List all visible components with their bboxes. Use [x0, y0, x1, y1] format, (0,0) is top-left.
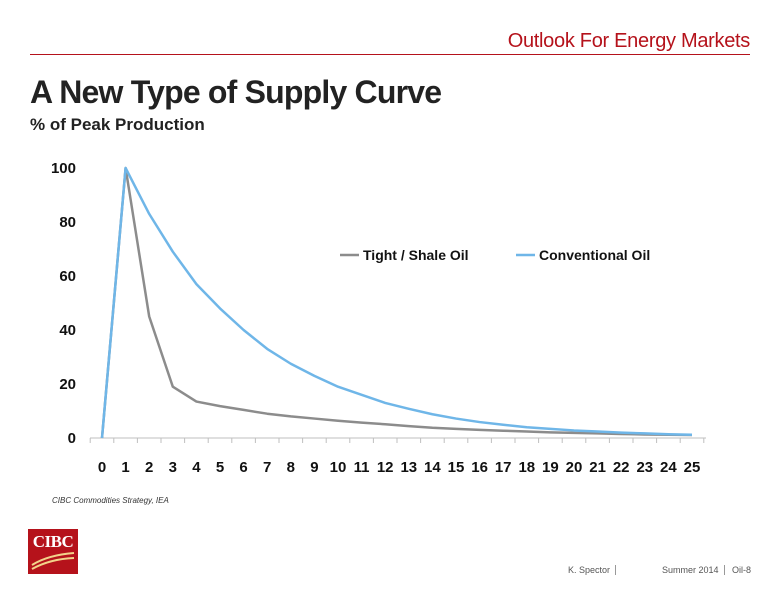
x-tick-label: 0: [98, 459, 106, 476]
x-tick-label: 19: [542, 459, 559, 476]
y-tick-label: 60: [59, 268, 76, 285]
x-tick-label: 2: [145, 459, 153, 476]
x-tick-label: 6: [239, 459, 247, 476]
slide-subtitle: % of Peak Production: [30, 115, 205, 134]
x-tick-label: 15: [448, 459, 465, 476]
x-tick-label: 4: [192, 459, 201, 476]
section-header: Outlook For Energy Markets: [507, 30, 751, 52]
slide-title: A New Type of Supply Curve: [30, 74, 442, 110]
legend-label: Tight / Shale Oil: [363, 247, 469, 263]
cibc-logo: CIBC: [28, 529, 78, 574]
x-tick-label: 13: [400, 459, 417, 476]
x-tick-label: 23: [636, 459, 653, 476]
x-tick-label: 25: [684, 459, 701, 476]
y-tick-label: 40: [59, 322, 76, 339]
x-tick-label: 16: [471, 459, 488, 476]
x-tick-label: 1: [121, 459, 129, 476]
x-axis: 0 1 2 3 4 5 6 7 8 9 10 11 12 13 14 15 16 17 18 19 20 21 22 23 24…: [89, 437, 706, 476]
x-tick-label: 11: [354, 459, 370, 476]
legend: Tight / Shale Oil Conventional Oil: [340, 247, 650, 263]
y-tick-label: 20: [59, 376, 76, 393]
x-tick-label: 7: [263, 459, 271, 476]
x-tick-label: 8: [287, 459, 295, 476]
y-tick-label: 0: [68, 430, 76, 447]
x-tick-label: 12: [377, 459, 394, 476]
x-tick-label: 22: [613, 459, 630, 476]
legend-label: Conventional Oil: [539, 247, 650, 263]
series-lines: [100, 166, 693, 439]
y-tick-label: 100: [51, 160, 76, 177]
x-tick-label: 14: [424, 459, 441, 476]
footer-page-number: Oil-8: [732, 565, 752, 575]
series-line-conventional: [100, 166, 693, 439]
source-note: CIBC Commodities Strategy, IEA: [52, 496, 169, 505]
x-tick-label: 21: [589, 459, 606, 476]
x-tick-label: 3: [169, 459, 177, 476]
y-axis-ticks: 0 20 40 60 80 100: [51, 160, 76, 447]
series-line-shale: [100, 166, 693, 439]
x-tick-label: 10: [330, 459, 347, 476]
x-tick-label: 17: [495, 459, 512, 476]
logo-text: CIBC: [32, 532, 74, 551]
footer-author: K. Spector: [568, 565, 617, 575]
header-rule: [30, 54, 750, 55]
x-tick-label: 24: [660, 459, 677, 476]
logo-swoosh-icon: [31, 552, 75, 570]
x-tick-label: 20: [566, 459, 583, 476]
x-tick-label: 9: [310, 459, 318, 476]
y-tick-label: 80: [59, 214, 76, 231]
x-tick-label: 5: [216, 459, 224, 476]
x-tick-label: 18: [518, 459, 535, 476]
footer-date: Summer 2014: [662, 565, 725, 575]
